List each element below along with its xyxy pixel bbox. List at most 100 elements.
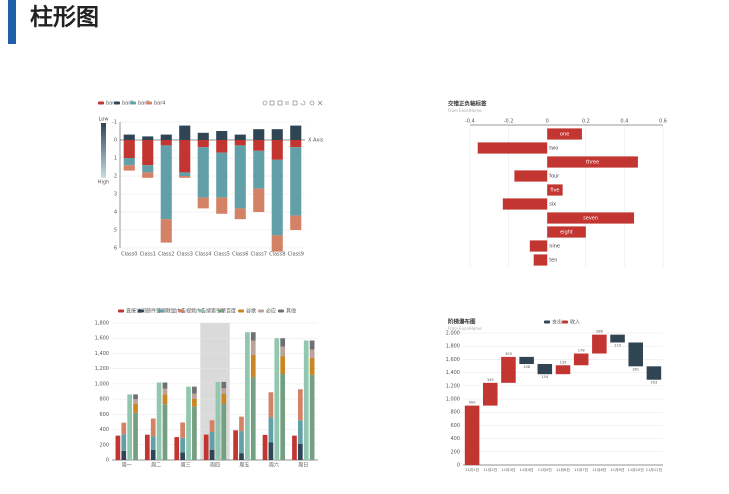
legend-label: bar — [106, 101, 115, 107]
bar — [280, 346, 286, 357]
x-tick-label: Class4 — [195, 252, 211, 258]
bar-label: two — [549, 146, 558, 152]
legend-swatch — [130, 101, 136, 105]
chart-subtitle: From ExcelHome — [448, 326, 482, 331]
tool-icon[interactable] — [309, 100, 315, 106]
bar — [192, 406, 197, 460]
bar — [297, 389, 303, 421]
bar — [162, 394, 168, 405]
x-tick-label: 周日 — [298, 463, 308, 469]
x-tick-label: Class6 — [232, 252, 248, 258]
bar — [221, 388, 227, 394]
bar — [309, 358, 315, 375]
bar — [274, 338, 280, 460]
y-tick-label: 6 — [114, 246, 117, 252]
x-tick-label: 0.4 — [620, 119, 628, 125]
tool-icon[interactable] — [269, 100, 275, 106]
title-accent — [8, 0, 16, 44]
bar — [160, 219, 172, 243]
y-tick-label: 4 — [114, 210, 117, 216]
tool-icon[interactable] — [317, 100, 323, 106]
bar — [253, 188, 265, 212]
x-tick-label: 11月11日 — [646, 467, 662, 472]
tool-icon[interactable] — [292, 100, 298, 106]
chart-subtitle: From ExcelHome — [448, 108, 482, 113]
x-tick-label: 11月3日 — [501, 467, 515, 472]
y-tick-label: 2 — [114, 174, 117, 180]
bar — [519, 356, 534, 365]
bar — [514, 170, 548, 182]
bar — [292, 435, 297, 460]
bar — [290, 140, 302, 148]
bar — [216, 140, 228, 153]
bar — [483, 382, 498, 406]
x-tick-label: Class0 — [121, 252, 137, 258]
bar — [197, 197, 209, 209]
legend-swatch — [118, 309, 124, 313]
bar — [192, 398, 197, 407]
data-label: 135 — [560, 360, 567, 364]
bar — [215, 381, 221, 460]
legend-swatch — [198, 309, 204, 313]
bar — [309, 349, 315, 359]
legend-label: 必应 — [266, 308, 276, 315]
bar — [221, 393, 227, 405]
legend-label: 收入 — [570, 319, 580, 326]
toolbox[interactable] — [262, 100, 323, 106]
y-tick-label: 1,000 — [446, 397, 460, 403]
bar — [180, 422, 185, 438]
x-tick-label: 11月5日 — [538, 467, 552, 472]
x-tick-label: Class3 — [177, 252, 193, 258]
tool-icon[interactable] — [277, 100, 283, 106]
bar — [234, 145, 246, 209]
bar — [547, 226, 586, 238]
x-tick-label: 11月10日 — [628, 467, 644, 472]
bar — [239, 416, 244, 432]
bar — [250, 354, 256, 378]
y-tick-label: 1,800 — [446, 344, 460, 350]
y-tick-label: 0 — [457, 463, 460, 469]
data-label: 108 — [523, 365, 531, 369]
bar — [216, 197, 228, 214]
y-tick-label: 1,200 — [95, 366, 109, 372]
legend-label: 谷歌 — [246, 308, 256, 315]
bar — [142, 140, 154, 166]
bar-label: seven — [583, 216, 598, 222]
bar — [268, 442, 274, 460]
bar — [239, 431, 244, 454]
y-tick-label: 1,400 — [446, 370, 460, 376]
y-tick-label: 5 — [114, 228, 117, 234]
x-tick-label: 11月8日 — [592, 467, 606, 472]
page-title: 柱形图 — [30, 5, 99, 31]
bar — [121, 450, 127, 460]
y-tick-label: 600 — [99, 412, 109, 418]
y-tick-label: 600 — [450, 423, 460, 429]
visual-map-bar[interactable] — [101, 123, 106, 178]
legend-label: bar3 — [138, 101, 149, 107]
bar — [123, 134, 135, 140]
y-tick-label: 200 — [450, 449, 460, 455]
legend-label: 联盟广告 — [166, 308, 186, 315]
tool-icon[interactable] — [262, 100, 268, 106]
tool-icon[interactable] — [300, 100, 306, 106]
bar — [180, 452, 185, 460]
chart-title: 阶梯瀑布图 — [448, 318, 476, 326]
bar — [160, 134, 172, 140]
bar — [271, 159, 283, 236]
x-tick-label: 11月6日 — [556, 467, 570, 472]
bar — [179, 176, 191, 178]
bar — [142, 136, 154, 140]
bar — [123, 158, 135, 166]
bar — [537, 364, 553, 375]
bar — [162, 382, 168, 389]
bar — [464, 405, 480, 465]
x-tick-label: 周二 — [151, 463, 161, 469]
tool-icon[interactable] — [285, 101, 289, 105]
x-tick-label: Class8 — [269, 252, 285, 258]
bar — [268, 392, 274, 418]
y-tick-label: 2,000 — [446, 331, 460, 337]
y-tick-label: 400 — [450, 436, 460, 442]
data-label: 361 — [632, 367, 639, 371]
bar — [280, 356, 286, 374]
x-axis-title: X Axis — [308, 138, 324, 144]
